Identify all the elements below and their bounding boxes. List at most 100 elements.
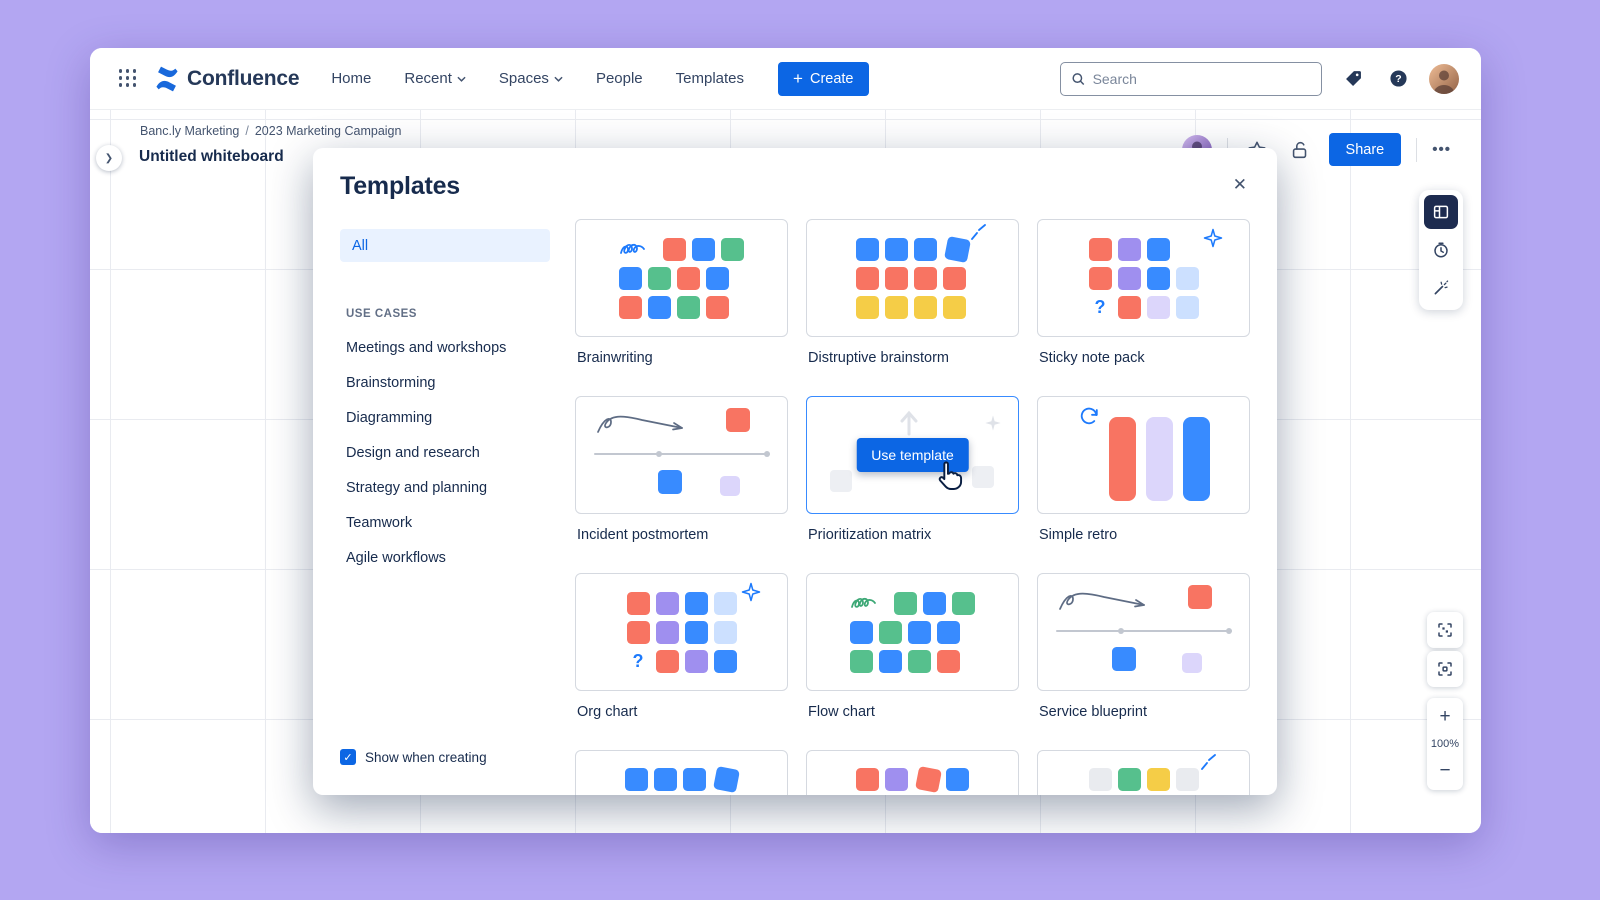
template-card-partial[interactable] (575, 750, 788, 795)
nav-recent[interactable]: Recent (404, 70, 466, 87)
nav-home[interactable]: Home (331, 70, 372, 87)
laser-icon (1434, 280, 1449, 295)
refresh-icon (1080, 407, 1098, 425)
confluence-logo[interactable]: Confluence (154, 66, 300, 92)
more-actions-button[interactable]: ••• (1432, 141, 1451, 158)
templates-panel-button[interactable] (1424, 195, 1458, 229)
filter-design-and-research[interactable]: Design and research (346, 444, 480, 461)
filter-strategy-and-planning[interactable]: Strategy and planning (346, 479, 488, 496)
timer-button[interactable] (1424, 233, 1458, 267)
page-title: Untitled whiteboard (139, 148, 284, 165)
sticky-note (721, 237, 744, 261)
template-card-simple-retro[interactable] (1037, 396, 1250, 514)
filter-brainstorming[interactable]: Brainstorming (346, 374, 436, 391)
filter-diagramming[interactable]: Diagramming (346, 409, 433, 426)
sticky-note (1187, 585, 1212, 609)
retro-column (1182, 417, 1210, 501)
app-grid-icon (118, 69, 138, 88)
sticky-note (619, 295, 642, 319)
view-fit-controls (1427, 612, 1463, 687)
zoom-controls: + 100% − (1427, 698, 1463, 790)
template-cell: Incident postmortem (575, 396, 788, 543)
use-template-button[interactable]: Use template (856, 438, 969, 472)
template-card-prioritization-matrix[interactable]: Use template (806, 396, 1019, 514)
nav-spaces[interactable]: Spaces (499, 70, 563, 87)
brand-name: Confluence (187, 66, 300, 90)
sticky-note (1146, 295, 1170, 319)
zoom-in-button[interactable]: + (1427, 700, 1463, 734)
share-button[interactable]: Share (1328, 133, 1402, 166)
template-card-org-chart[interactable]: ? (575, 573, 788, 691)
sticky-note (626, 591, 650, 615)
user-avatar[interactable] (1429, 63, 1459, 94)
filter-agile-workflows[interactable]: Agile workflows (346, 549, 446, 566)
template-card-distruptive-brainstorm[interactable] (806, 219, 1019, 337)
chevron-right-icon: ❯ (104, 152, 114, 164)
sticky-note (1117, 266, 1141, 290)
template-card-service-blueprint[interactable] (1037, 573, 1250, 691)
sticky-note (856, 295, 879, 319)
template-card-brainwriting[interactable] (575, 219, 788, 337)
sticky-note (923, 591, 946, 615)
sticky-note (706, 266, 729, 290)
org-chart-illustration: ? (626, 582, 760, 673)
sticky-note (625, 768, 648, 791)
minus-icon: − (1439, 760, 1451, 781)
sticky-note (1088, 266, 1112, 290)
filter-teamwork[interactable]: Teamwork (346, 514, 413, 531)
sticky-note (937, 620, 960, 644)
sticky-note (856, 237, 879, 261)
sticky-note (677, 295, 700, 319)
show-when-creating-option: ✓ Show when creating (340, 749, 487, 765)
breadcrumb-page[interactable]: 2023 Marketing Campaign (254, 124, 402, 138)
svg-text:?: ? (1395, 73, 1401, 85)
sticky-note (619, 266, 642, 290)
sticky-note-pack-illustration: ? (1088, 228, 1222, 319)
template-name: Service blueprint (1039, 704, 1147, 720)
sticky-note (1175, 295, 1199, 319)
brainwriting-illustration (619, 237, 744, 319)
sticky-note (684, 591, 708, 615)
fit-screen-icon (1438, 662, 1452, 676)
permissions-button[interactable] (1286, 136, 1314, 164)
show-when-creating-checkbox[interactable]: ✓ (340, 749, 356, 765)
templates-modal: Templates ✕ All USE CASES Meetings and w… (313, 148, 1277, 795)
create-button[interactable]: + Create (778, 61, 869, 96)
nav-people[interactable]: People (595, 70, 643, 87)
breadcrumb-space[interactable]: Banc.ly Marketing (140, 124, 240, 138)
zoom-out-button[interactable]: − (1427, 754, 1463, 788)
board-tool-rail (1419, 190, 1463, 310)
template-card-sticky-note-pack[interactable]: ? (1037, 219, 1250, 337)
template-cell (806, 750, 1019, 795)
notifications-tag-button[interactable] (1339, 65, 1367, 93)
nav-templates[interactable]: Templates (675, 70, 745, 87)
template-card-flow-chart[interactable] (806, 573, 1019, 691)
sticky-note (943, 295, 966, 319)
filter-meetings-and-workshops[interactable]: Meetings and workshops (346, 339, 507, 356)
template-card-incident-postmortem[interactable] (575, 396, 788, 514)
sticky-note (894, 591, 917, 615)
template-name: Simple retro (1039, 527, 1118, 543)
template-card-partial[interactable] (1037, 750, 1250, 795)
laser-pointer-button[interactable] (1424, 271, 1458, 305)
sticky-note (1146, 266, 1170, 290)
zoom-to-fit-button[interactable] (1427, 651, 1463, 687)
filter-all[interactable]: All (340, 229, 550, 262)
tag-icon (1345, 71, 1361, 86)
zoom-to-elements-button[interactable] (1427, 612, 1463, 648)
template-cell: Brainwriting (575, 219, 788, 366)
template-card-partial[interactable] (806, 750, 1019, 795)
search-input[interactable] (1092, 70, 1311, 87)
help-button[interactable]: ? (1384, 65, 1412, 93)
sidebar-expand-button[interactable]: ❯ (96, 145, 122, 171)
sticky-note (1175, 768, 1199, 791)
app-switcher-button[interactable] (112, 63, 144, 95)
close-button[interactable]: ✕ (1233, 176, 1247, 193)
sticky-note (1181, 653, 1202, 673)
ellipsis-icon: ••• (1432, 141, 1451, 158)
sticky-note (683, 768, 706, 791)
sticky-note (1117, 295, 1141, 319)
sticky-note (713, 620, 737, 644)
sparkle-icon (1203, 228, 1222, 247)
sticky-note (1088, 237, 1112, 261)
